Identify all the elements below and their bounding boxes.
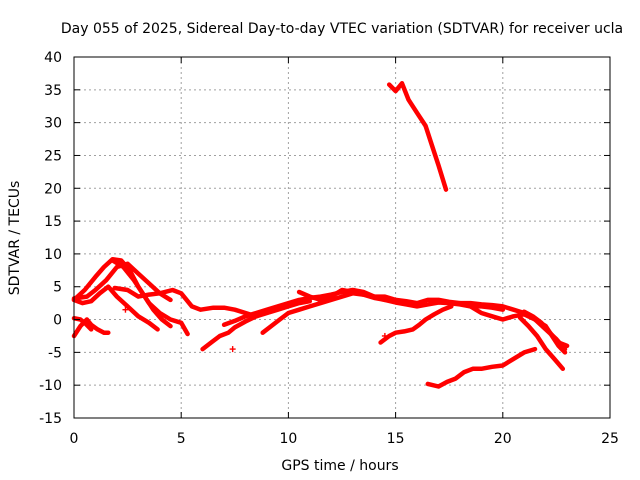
isolated-point [381, 332, 388, 339]
y-tick-label: 35 [44, 83, 62, 99]
x-axis-label: GPS time / hours [281, 458, 398, 474]
chart-title: Day 055 of 2025, Sidereal Day-to-day VTE… [61, 21, 623, 37]
series-track-17 [521, 309, 570, 349]
y-tick-label: 10 [44, 247, 62, 263]
plot-frame [73, 56, 611, 419]
x-tick-label: 5 [177, 431, 186, 447]
isolated-point [229, 346, 236, 353]
series-track-16 [517, 315, 566, 372]
y-tick-label: 30 [44, 116, 62, 132]
isolated-point [122, 306, 129, 313]
y-tick-label: 20 [44, 181, 62, 197]
y-tick-label: -5 [48, 345, 62, 361]
series-track-02 [71, 256, 190, 337]
y-tick-label: 5 [53, 280, 62, 296]
series-track-07 [71, 317, 111, 339]
x-tick-label: 20 [494, 431, 512, 447]
y-tick-labels: -15 -10 -5 0 5 10 15 20 25 30 35 40 [39, 50, 62, 427]
x-tick-labels: 0 5 10 15 20 25 [70, 431, 619, 447]
series-track-06 [112, 285, 259, 319]
y-tick-label: -10 [39, 378, 62, 394]
series-track-08 [71, 315, 94, 332]
y-tick-label: 40 [44, 50, 62, 66]
series-track-04 [71, 284, 160, 332]
series-track-14 [425, 346, 538, 389]
series-track-01 [386, 81, 449, 192]
x-tick-label: 15 [387, 431, 405, 447]
y-tick-label: 0 [53, 313, 62, 329]
x-tick-label: 0 [70, 431, 79, 447]
series-track-13 [378, 304, 454, 345]
x-tick-label: 10 [279, 431, 297, 447]
y-tick-label: 25 [44, 148, 62, 164]
x-tick-label: 25 [601, 431, 619, 447]
isolated-points [122, 306, 388, 353]
y-tick-label: 15 [44, 214, 62, 230]
axis-ticks [73, 56, 611, 419]
data-series [71, 81, 570, 389]
y-tick-label: -15 [39, 411, 62, 427]
series-track-09 [200, 298, 313, 352]
y-axis-label: SDTVAR / TECUs [7, 181, 23, 296]
